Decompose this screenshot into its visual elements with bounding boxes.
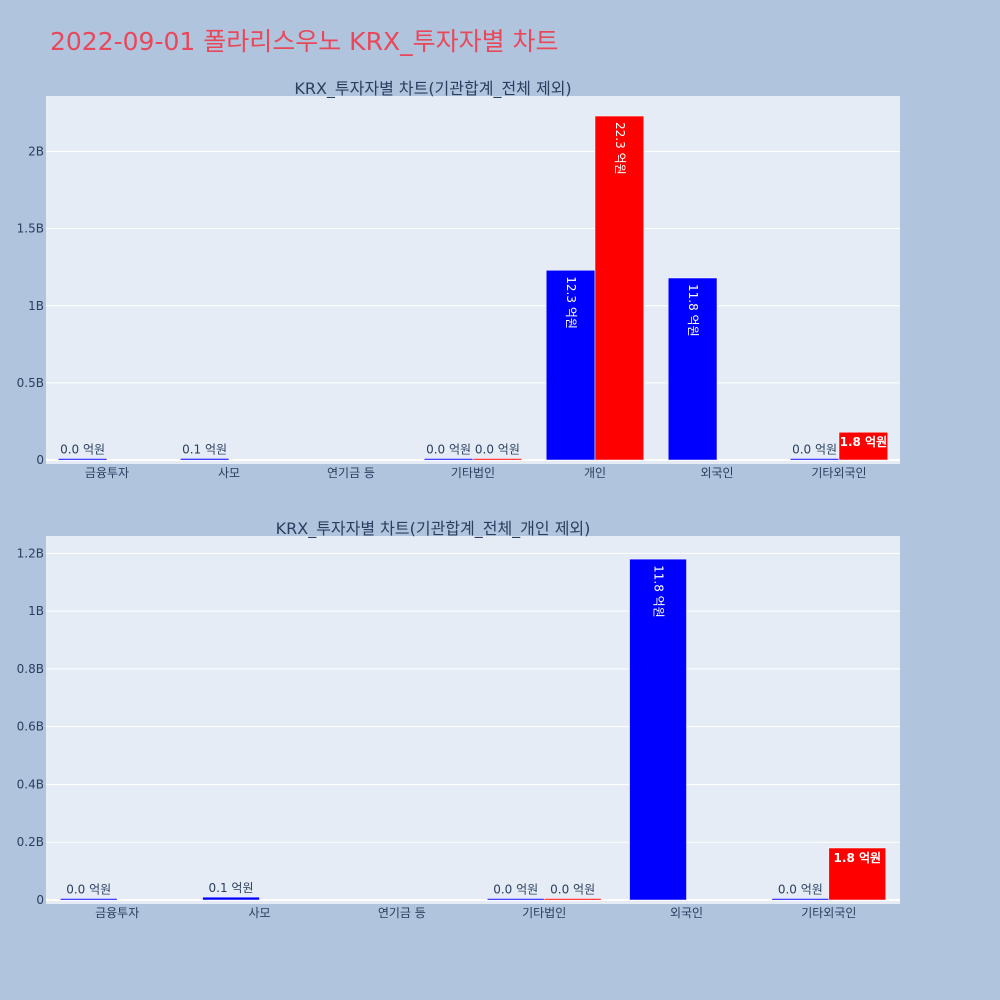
y-tick-label: 0.6B xyxy=(17,720,44,734)
data-label: 0.0 억원 xyxy=(493,883,538,897)
buy-bar xyxy=(202,896,260,901)
x-tick-label: 사모 xyxy=(248,906,270,920)
page-title: 2022-09-01 폴라리스우노 KRX_투자자별 차트 xyxy=(50,27,559,56)
x-tick-label: 연기금 등 xyxy=(378,906,426,920)
data-label: 22.3 억원 xyxy=(613,122,627,175)
data-label: 0.1 억원 xyxy=(209,881,254,895)
data-label: 1.8 억원 xyxy=(840,435,888,449)
sell-bar xyxy=(543,898,602,901)
y-tick-label: 1B xyxy=(28,604,44,618)
y-tick-label: 0.8B xyxy=(17,662,44,676)
x-tick-label: 외국인 xyxy=(700,466,733,480)
x-tick-label: 기타법인 xyxy=(522,906,566,920)
x-tick-label: 금융투자 xyxy=(95,906,139,920)
buy-bar xyxy=(486,898,545,901)
y-tick-label: 1.5B xyxy=(17,222,44,236)
y-tick-label: 0.5B xyxy=(17,376,44,390)
x-tick-label: 기타법인 xyxy=(451,466,495,480)
x-tick-label: 기타외국인 xyxy=(811,466,866,480)
data-label: 1.8 억원 xyxy=(834,851,882,865)
chart-title: KRX_투자자별 차트(기관합계_전체 제외) xyxy=(294,79,571,99)
plot-area xyxy=(46,536,900,904)
sell-bar xyxy=(472,458,523,461)
sell-bar xyxy=(594,115,645,461)
data-label: 0.0 억원 xyxy=(778,883,823,897)
chart-title: KRX_투자자별 차트(기관합계_전체_개인 제외) xyxy=(276,519,591,539)
x-tick-label: 사모 xyxy=(218,466,240,480)
x-tick-label: 외국인 xyxy=(670,906,703,920)
investor-chart-top: KRX_투자자별 차트(기관합계_전체 제외) 0 0.5B 1B 1.5B 2B 금융투자… xyxy=(17,79,900,480)
y-tick-label: 0 xyxy=(36,893,44,907)
plot-area xyxy=(46,96,900,464)
y-tick-label: 2B xyxy=(28,145,44,159)
y-tick-label: 0 xyxy=(36,453,44,467)
x-tick-label: 연기금 등 xyxy=(327,466,375,480)
buy-bar xyxy=(59,898,118,901)
sell-bar xyxy=(838,431,889,461)
data-label: 0.0 억원 xyxy=(60,443,105,457)
y-tick-label: 0.2B xyxy=(17,835,44,849)
data-label: 0.0 억원 xyxy=(475,443,520,457)
data-label: 0.0 억원 xyxy=(550,883,595,897)
sell-bar xyxy=(828,847,887,901)
data-label: 11.8 억원 xyxy=(686,284,700,337)
y-tick-label: 0.4B xyxy=(17,777,44,791)
data-label: 11.8 억원 xyxy=(652,565,666,618)
buy-bar xyxy=(179,458,230,461)
y-tick-label: 1.2B xyxy=(17,546,44,560)
data-label: 12.3 억원 xyxy=(564,276,578,329)
data-label: 0.0 억원 xyxy=(426,443,471,457)
data-label: 0.0 억원 xyxy=(66,883,111,897)
buy-bar xyxy=(667,277,718,461)
x-tick-label: 기타외국인 xyxy=(801,906,856,920)
data-label: 0.0 억원 xyxy=(792,443,837,457)
buy-bar xyxy=(771,898,830,901)
buy-bar xyxy=(629,558,687,901)
y-tick-label: 1B xyxy=(28,299,44,313)
x-tick-label: 금융투자 xyxy=(85,466,129,480)
data-label: 0.1 억원 xyxy=(182,442,227,456)
buy-bar xyxy=(57,458,108,461)
x-tick-label: 개인 xyxy=(584,466,606,480)
